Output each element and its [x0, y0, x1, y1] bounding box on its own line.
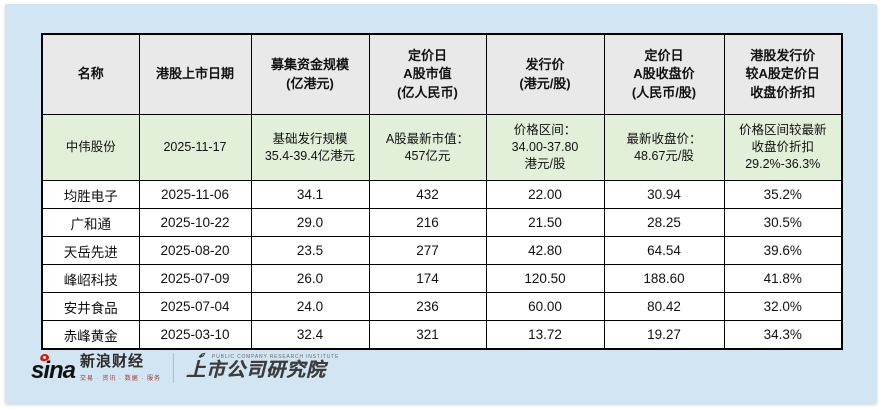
sina-wordmark: sina — [31, 353, 76, 385]
table-cell: 价格区间较最新 收盘价折扣 29.2%-36.3% — [723, 114, 843, 181]
table-row-chifeng: 赤峰黄金 2025-03-10 32.4 321 13.72 19.27 34.… — [41, 320, 843, 350]
table-cell: 23.5 — [250, 236, 370, 265]
column-header-raise-size: 募集资金规模 (亿港元) — [250, 33, 370, 115]
table-cell: 432 — [368, 180, 487, 209]
table-cell: 216 — [368, 208, 487, 237]
table-cell: 最新收盘价： 48.67元/股 — [603, 114, 725, 181]
institute-english-line: PUBLIC COMPANY RESEARCH INSTITUTE — [212, 354, 340, 361]
company-cell: 中伟股份 — [41, 114, 140, 181]
table-cell: 34.3% — [723, 320, 843, 350]
table-cell: 29.0 — [250, 208, 370, 237]
column-header-a-share-close: 定价日 A股收盘价 (人民币/股) — [603, 33, 725, 115]
table-cell: 19.27 — [603, 320, 725, 350]
research-institute-logo: ✒ PUBLIC COMPANY RESEARCH INSTITUTE 上市公司… — [186, 348, 340, 382]
table-cell: 2025-07-04 — [138, 292, 252, 321]
table-cell: 2025-03-10 — [138, 320, 252, 350]
footer-branding: sina 新浪财经 交易 · 资讯 · 数据 · 服务 ✒ PUBLIC COM… — [31, 348, 340, 385]
table-cell: 28.25 — [603, 208, 725, 237]
table-cell: 35.2% — [723, 180, 843, 209]
table-cell: 22.00 — [485, 180, 605, 209]
sina-word-text: sina — [31, 357, 76, 385]
table-cell: 21.50 — [485, 208, 605, 237]
table-cell: 42.80 — [485, 236, 605, 265]
table-row-zhongwei: 中伟股份 2025-11-17 基础发行规模 35.4-39.4亿港元 A股最新… — [41, 114, 843, 181]
table-cell: 34.1 — [250, 180, 370, 209]
table-header-row: 名称 港股上市日期 募集资金规模 (亿港元) 定价日 A股市值 (亿人民币) 发… — [41, 33, 843, 115]
table-cell: 188.60 — [603, 264, 725, 293]
table-cell: 基础发行规模 35.4-39.4亿港元 — [250, 114, 370, 181]
table-cell: 32.0% — [723, 292, 843, 321]
table-row-fengcen: 峰岹科技 2025-07-09 26.0 174 120.50 188.60 4… — [41, 264, 843, 293]
column-header-issue-price: 发行价 (港元/股) — [485, 33, 605, 115]
company-cell: 广和通 — [41, 208, 140, 237]
company-cell: 天岳先进 — [41, 236, 140, 265]
table-cell: 2025-11-17 — [138, 114, 252, 181]
table-row-anjing: 安井食品 2025-07-04 24.0 236 60.00 80.42 32.… — [41, 292, 843, 321]
table-cell: 13.72 — [485, 320, 605, 350]
column-header-discount: 港股发行价 较A股定价日 收盘价折扣 — [723, 33, 843, 115]
company-cell: 峰岹科技 — [41, 264, 140, 293]
table-cell: 30.94 — [603, 180, 725, 209]
sina-tagline: 交易 · 资讯 · 数据 · 服务 — [80, 375, 162, 382]
table-cell: 236 — [368, 292, 487, 321]
table-cell: 26.0 — [250, 264, 370, 293]
company-cell: 均胜电子 — [41, 180, 140, 209]
table-cell: 60.00 — [485, 292, 605, 321]
logo-divider — [173, 353, 175, 383]
table-cell: 2025-10-22 — [138, 208, 252, 237]
table-cell: 321 — [368, 320, 487, 350]
sina-brand-name: 新浪财经 — [80, 353, 145, 371]
column-header-a-share-cap: 定价日 A股市值 (亿人民币) — [368, 33, 487, 115]
institute-name: 上市公司研究院 — [186, 360, 327, 382]
table-cell: 41.8% — [723, 264, 843, 293]
table-cell: 80.42 — [603, 292, 725, 321]
company-cell: 安井食品 — [41, 292, 140, 321]
column-header-name: 名称 — [41, 33, 140, 115]
infographic-board: 名称 港股上市日期 募集资金规模 (亿港元) 定价日 A股市值 (亿人民币) 发… — [5, 4, 877, 403]
table-cell: 64.54 — [603, 236, 725, 265]
sina-finance-logo: sina 新浪财经 交易 · 资讯 · 数据 · 服务 — [31, 353, 161, 385]
company-cell: 赤峰黄金 — [41, 320, 140, 350]
sina-brand-block: 新浪财经 交易 · 资讯 · 数据 · 服务 — [80, 354, 161, 382]
ipo-discount-table: 名称 港股上市日期 募集资金规模 (亿港元) 定价日 A股市值 (亿人民币) 发… — [41, 33, 843, 350]
table-cell: 2025-11-06 — [138, 180, 252, 209]
table-cell: 32.4 — [250, 320, 370, 350]
table-cell: 价格区间： 34.00-37.80 港元/股 — [485, 114, 605, 181]
table-cell: 39.6% — [723, 236, 843, 265]
table-cell: 24.0 — [250, 292, 370, 321]
table-row-junsheng: 均胜电子 2025-11-06 34.1 432 22.00 30.94 35.… — [41, 180, 843, 209]
table-cell: 120.50 — [485, 264, 605, 293]
table-cell: 277 — [368, 236, 487, 265]
table-cell: 30.5% — [723, 208, 843, 237]
table-row-guanghetong: 广和通 2025-10-22 29.0 216 21.50 28.25 30.5… — [41, 208, 843, 237]
column-header-listing-date: 港股上市日期 — [138, 33, 252, 115]
table-cell: 2025-08-20 — [138, 236, 252, 265]
table-cell: 174 — [368, 264, 487, 293]
table-cell: A股最新市值： 457亿元 — [368, 114, 487, 181]
table-cell: 2025-07-09 — [138, 264, 252, 293]
table-row-tianyue: 天岳先进 2025-08-20 23.5 277 42.80 64.54 39.… — [41, 236, 843, 265]
